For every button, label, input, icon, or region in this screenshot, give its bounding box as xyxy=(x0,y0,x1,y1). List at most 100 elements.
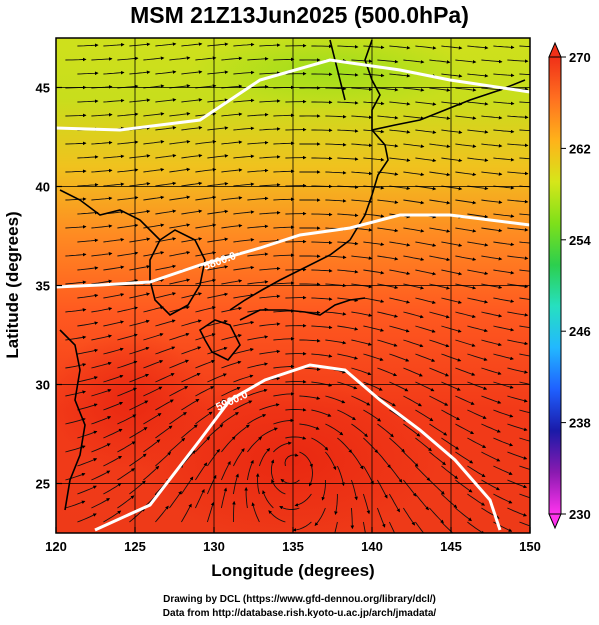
wind-arrow xyxy=(77,210,99,215)
wind-arrow xyxy=(143,413,162,425)
wind-arrow xyxy=(467,465,486,477)
wind-arrow xyxy=(233,98,255,103)
wind-arrow xyxy=(259,322,281,327)
wind-arrow xyxy=(91,57,113,61)
wind-arrow xyxy=(65,113,87,118)
wind-arrow xyxy=(455,143,477,148)
wind-arrow xyxy=(91,416,112,425)
wind-arrow xyxy=(255,473,260,495)
wind-arrow xyxy=(377,115,399,120)
wind-arrow xyxy=(455,199,477,205)
x-tick-label: 145 xyxy=(440,539,462,554)
wind-arrow xyxy=(507,59,529,63)
wind-arrow xyxy=(247,168,269,173)
wind-arrow xyxy=(481,339,502,347)
wind-arrow xyxy=(337,269,359,274)
wind-arrow xyxy=(247,414,267,425)
wind-arrow xyxy=(467,269,489,276)
wind-arrow xyxy=(220,487,228,509)
wind-arrow xyxy=(429,255,451,262)
wind-arrow xyxy=(325,451,337,471)
wind-arrow xyxy=(377,199,399,204)
y-tick-label: 30 xyxy=(36,378,50,393)
wind-arrow xyxy=(273,57,295,62)
wind-arrow xyxy=(429,143,451,149)
wind-arrow xyxy=(325,395,346,404)
wind-arrow xyxy=(129,209,151,215)
wind-arrow xyxy=(415,101,437,106)
wind-arrow xyxy=(195,278,217,285)
wind-arrow xyxy=(195,333,216,341)
wind-arrow xyxy=(103,320,124,327)
wind-arrow xyxy=(389,325,410,333)
wind-arrow xyxy=(129,427,148,439)
wind-arrow xyxy=(415,465,431,482)
wind-arrow xyxy=(117,140,139,145)
wind-arrow xyxy=(363,73,385,78)
wind-arrow xyxy=(155,399,174,411)
wind-arrow xyxy=(91,470,111,481)
wind-arrow xyxy=(233,400,253,411)
wind-arrow xyxy=(77,485,97,495)
wind-arrow xyxy=(493,129,515,134)
wind-arrow xyxy=(389,353,410,362)
wind-arrow xyxy=(337,45,359,49)
wind-arrow xyxy=(467,381,488,390)
wind-arrow xyxy=(207,424,224,439)
credit-drawing: Drawing by DCL (https://www.gfd-dennou.o… xyxy=(163,594,436,605)
wind-arrow xyxy=(195,56,217,61)
wind-arrow xyxy=(481,367,502,375)
wind-arrow xyxy=(195,306,216,313)
wind-arrow xyxy=(299,423,320,430)
wind-arrow xyxy=(155,153,177,159)
wind-arrow xyxy=(507,143,529,148)
wind-arrow xyxy=(403,339,424,348)
wind-arrow xyxy=(259,294,281,299)
wind-arrow xyxy=(481,451,501,462)
wind-arrow xyxy=(350,507,355,530)
wind-arrow xyxy=(415,157,437,163)
wind-arrow xyxy=(258,447,271,467)
wind-arrow xyxy=(337,73,359,77)
wind-arrow xyxy=(129,453,147,467)
wind-arrow xyxy=(429,507,444,524)
wind-arrow xyxy=(362,521,366,533)
wind-arrow xyxy=(403,171,425,177)
wind-arrow xyxy=(429,115,451,120)
wind-arrow xyxy=(103,510,122,523)
wind-arrow xyxy=(207,181,229,187)
wind-arrow xyxy=(117,112,139,117)
wind-arrow xyxy=(351,87,373,92)
wind-arrow xyxy=(279,505,300,510)
wind-arrow xyxy=(441,73,463,78)
wind-arrow xyxy=(273,441,292,453)
wind-arrow xyxy=(155,425,173,439)
wind-arrow xyxy=(155,292,176,299)
coastlines xyxy=(59,39,526,511)
wind-arrow xyxy=(181,372,201,383)
wind-arrow xyxy=(169,139,191,145)
wind-arrow xyxy=(389,101,411,106)
wind-arrow xyxy=(195,251,217,257)
wind-arrow xyxy=(259,266,281,271)
wind-arrow xyxy=(493,269,515,275)
wind-arrow xyxy=(493,297,515,303)
wind-arrow xyxy=(455,283,477,290)
wind-arrow xyxy=(103,42,125,47)
wind-arrow xyxy=(259,210,281,215)
wind-arrow xyxy=(143,386,163,397)
wind-arrow xyxy=(337,325,359,331)
wind-arrow xyxy=(507,227,529,232)
wind-arrow xyxy=(117,56,139,61)
wind-arrow xyxy=(351,339,372,346)
wind-arrow xyxy=(155,373,175,383)
wind-arrow xyxy=(389,437,405,453)
wind-arrow xyxy=(415,297,436,304)
wind-arrow xyxy=(481,199,503,204)
wind-arrow xyxy=(311,353,333,358)
wind-arrow xyxy=(493,465,513,475)
wind-arrow xyxy=(195,359,216,369)
wind-arrow xyxy=(143,333,164,341)
wind-arrow xyxy=(169,437,186,453)
wind-arrow xyxy=(403,115,425,120)
